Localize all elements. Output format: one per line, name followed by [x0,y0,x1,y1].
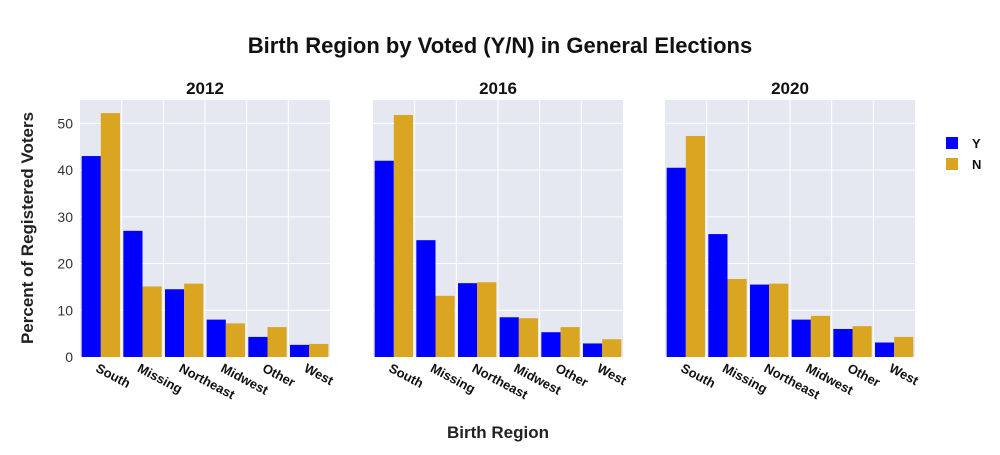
y-tick-label: 0 [65,349,73,365]
bar-2016-Y-northeast[interactable] [458,283,478,357]
bar-2012-Y-midwest[interactable] [206,319,226,357]
bar-2016-N-northeast[interactable] [477,282,497,357]
y-tick-label: 10 [57,302,73,318]
x-tick-label-missing: Missing [428,360,478,396]
panel-title-2016: 2016 [479,79,517,98]
bar-2020-Y-missing[interactable] [708,234,728,357]
bar-2020-N-south[interactable] [685,135,705,357]
legend-swatch [946,137,958,149]
legend-item-Y[interactable]: Y [946,136,981,151]
bar-2012-Y-missing[interactable] [123,230,143,357]
y-tick-label: 30 [57,209,73,225]
bar-2012-N-south[interactable] [100,113,120,357]
bar-2016-Y-midwest[interactable] [499,317,519,357]
bar-2020-Y-west[interactable] [875,342,895,357]
y-tick-label: 40 [57,162,73,178]
bar-2020-Y-south[interactable] [666,167,686,357]
bar-2012-Y-west[interactable] [290,344,310,357]
x-tick-label-south: South [678,360,718,391]
bar-2016-N-west[interactable] [602,339,622,357]
bar-2012-Y-northeast[interactable] [165,289,185,357]
bar-2012-Y-south[interactable] [81,156,101,357]
bar-2020-N-missing[interactable] [727,278,747,357]
bar-2016-N-midwest[interactable] [518,318,538,357]
panel-title-2012: 2012 [186,79,224,98]
x-tick-label-west: West [302,360,337,388]
x-tick-label-missing: Missing [135,360,185,396]
bar-2020-Y-northeast[interactable] [750,284,770,357]
bar-2012-N-other[interactable] [267,327,287,357]
x-tick-label-west: West [595,360,630,388]
bar-2016-Y-missing[interactable] [416,240,436,357]
bar-2020-N-west[interactable] [894,336,914,357]
x-tick-label-west: West [887,360,922,388]
bar-2012-N-northeast[interactable] [184,283,204,357]
bar-2012-N-missing[interactable] [142,286,162,357]
y-tick-label: 20 [57,256,73,272]
legend[interactable]: YN [946,136,981,172]
x-tick-label-south: South [93,360,133,391]
bar-2016-N-south[interactable] [393,114,413,357]
bar-2020-N-midwest[interactable] [810,315,830,357]
y-axis-title: Percent of Registered Voters [18,112,37,344]
legend-label: N [972,157,981,172]
bar-2016-Y-south[interactable] [374,160,394,357]
bar-2016-Y-west[interactable] [583,343,603,357]
chart-title: Birth Region by Voted (Y/N) in General E… [248,33,752,58]
bar-2016-N-missing[interactable] [435,295,455,357]
bar-2016-Y-other[interactable] [541,332,561,357]
bar-2020-N-other[interactable] [852,326,872,357]
bar-2012-Y-other[interactable] [248,336,268,357]
legend-label: Y [972,136,981,151]
bar-2020-Y-other[interactable] [833,328,853,357]
y-tick-label: 50 [57,115,73,131]
bar-2020-N-northeast[interactable] [769,283,789,357]
legend-item-N[interactable]: N [946,157,981,172]
bar-2020-Y-midwest[interactable] [791,319,811,357]
bar-2012-N-midwest[interactable] [225,323,245,357]
bar-2016-N-other[interactable] [560,327,580,357]
bar-2012-N-west[interactable] [309,343,329,357]
legend-swatch [946,158,958,170]
panel-title-2020: 2020 [771,79,809,98]
x-tick-label-missing: Missing [720,360,770,396]
x-tick-label-south: South [386,360,426,391]
x-axis-title: Birth Region [447,423,549,442]
